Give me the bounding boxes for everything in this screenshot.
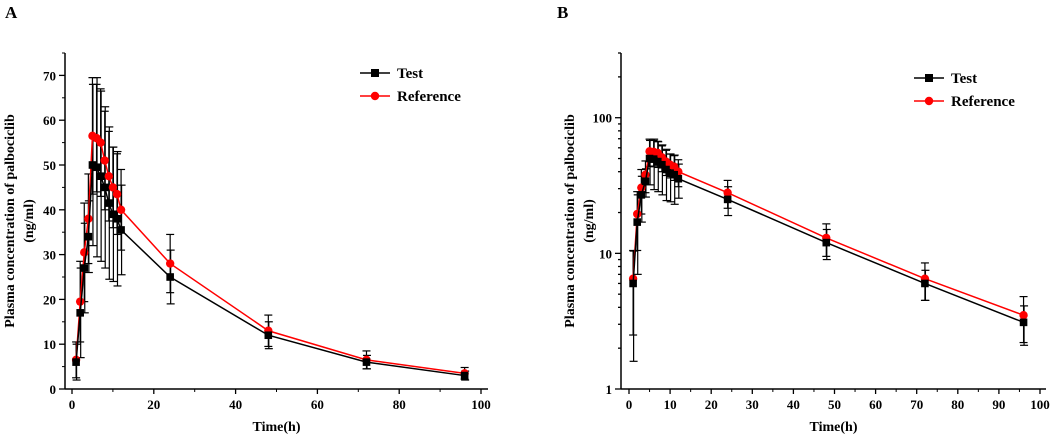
x-tick-label: 40 — [787, 397, 800, 412]
y-tick-label: 10 — [599, 246, 612, 261]
data-point-test — [723, 195, 732, 204]
y-axis-unit: (ng/ml) — [582, 199, 597, 243]
data-point-reference — [165, 259, 175, 268]
x-tick-label: 100 — [471, 397, 491, 412]
data-point-test — [109, 210, 117, 219]
data-point-reference — [116, 205, 126, 214]
x-tick-label: 10 — [664, 397, 677, 412]
data-point-reference — [100, 156, 109, 165]
data-point-test — [822, 238, 831, 247]
legend-label: Reference — [951, 94, 1015, 110]
x-axis-label: Time(h) — [810, 420, 858, 435]
y-tick-label: 100 — [593, 111, 613, 126]
panel-label: A — [5, 3, 18, 22]
data-point-test — [362, 358, 371, 366]
x-tick-label: 20 — [147, 397, 160, 412]
data-point-test — [113, 214, 121, 223]
legend-label: Test — [951, 71, 977, 87]
x-tick-label: 50 — [828, 397, 841, 412]
x-tick-label: 100 — [1030, 397, 1050, 412]
legend-marker — [924, 96, 934, 106]
series-test — [629, 138, 1029, 362]
data-point-test — [662, 165, 670, 174]
y-tick-label: 0 — [50, 382, 57, 397]
data-point-reference — [108, 183, 118, 192]
data-point-reference — [75, 297, 85, 306]
y-tick-label: 60 — [43, 113, 56, 128]
data-point-reference — [1019, 311, 1028, 320]
data-point-test — [166, 273, 174, 281]
x-tick-label: 0 — [69, 397, 76, 412]
data-point-reference — [84, 214, 93, 223]
data-point-test — [649, 155, 658, 163]
data-point-test — [658, 160, 666, 169]
data-point-reference — [723, 188, 732, 197]
x-tick-label: 90 — [992, 397, 1005, 412]
x-axis-label: Time(h) — [253, 420, 301, 435]
data-point-reference — [104, 172, 114, 181]
y-axis-label: Plasma concentration of palbociclib — [3, 114, 18, 328]
data-point-test — [641, 177, 650, 186]
y-tick-label: 30 — [43, 248, 56, 263]
data-point-test — [637, 191, 646, 199]
data-point-test — [72, 358, 80, 366]
x-tick-label: 80 — [951, 397, 964, 412]
y-tick-label: 40 — [43, 203, 56, 218]
y-axis-unit: (ng/ml) — [22, 199, 37, 243]
x-tick-label: 80 — [393, 397, 406, 412]
x-tick-label: 60 — [869, 397, 882, 412]
data-point-test — [92, 163, 101, 172]
x-tick-label: 40 — [229, 397, 242, 412]
y-tick-label: 1 — [606, 382, 613, 397]
legend-marker — [925, 74, 933, 82]
data-point-test — [633, 218, 642, 226]
data-point-test — [460, 371, 469, 380]
data-point-test — [653, 157, 662, 166]
data-point-test — [117, 226, 125, 234]
data-point-test — [629, 279, 637, 288]
x-tick-label: 30 — [746, 397, 759, 412]
data-point-test — [84, 232, 93, 241]
chart-panel-B: B0 10 20 30 40 50 60 70 80 90 100110100Time(h)Plas… — [557, 3, 1050, 435]
x-tick-label: 70 — [910, 397, 923, 412]
legend: Test Reference — [360, 66, 461, 105]
data-point-test — [670, 170, 679, 179]
series-line-test — [75, 163, 465, 377]
legend-label: Test — [397, 66, 423, 82]
x-tick-label: 60 — [311, 397, 324, 412]
data-point-test — [921, 279, 929, 288]
data-point-test — [80, 264, 89, 272]
series-line-reference — [632, 150, 1024, 316]
data-point-test — [666, 169, 674, 177]
data-point-test — [645, 154, 654, 163]
legend: Test Reference — [914, 71, 1015, 110]
data-point-test — [105, 199, 113, 207]
y-tick-label: 10 — [43, 337, 56, 352]
y-axis-label: Plasma concentration of palbociclib — [563, 114, 578, 328]
data-point-reference — [96, 138, 105, 147]
legend-marker — [371, 69, 379, 77]
x-tick-label: 20 — [705, 397, 718, 412]
data-point-reference — [112, 189, 122, 199]
legend-marker — [370, 91, 380, 101]
data-point-reference — [633, 209, 642, 219]
chart-panel-A: A 0 20 40 60 80 100 0 10 20 30 40 50 60 70 Time(h) Plasm… — [3, 3, 491, 435]
y-tick-label: 20 — [43, 292, 56, 307]
y-tick-label: 70 — [43, 68, 56, 83]
data-point-test — [674, 174, 683, 183]
data-point-test — [264, 331, 273, 340]
data-point-test — [96, 172, 105, 180]
x-tick-label: 0 — [626, 397, 633, 412]
legend-label: Reference — [397, 89, 461, 105]
data-point-test — [88, 161, 97, 169]
data-point-test — [76, 309, 84, 317]
data-point-test — [100, 183, 109, 192]
panel-label: B — [557, 3, 568, 22]
y-tick-label: 50 — [43, 158, 56, 173]
data-point-test — [1019, 318, 1028, 327]
